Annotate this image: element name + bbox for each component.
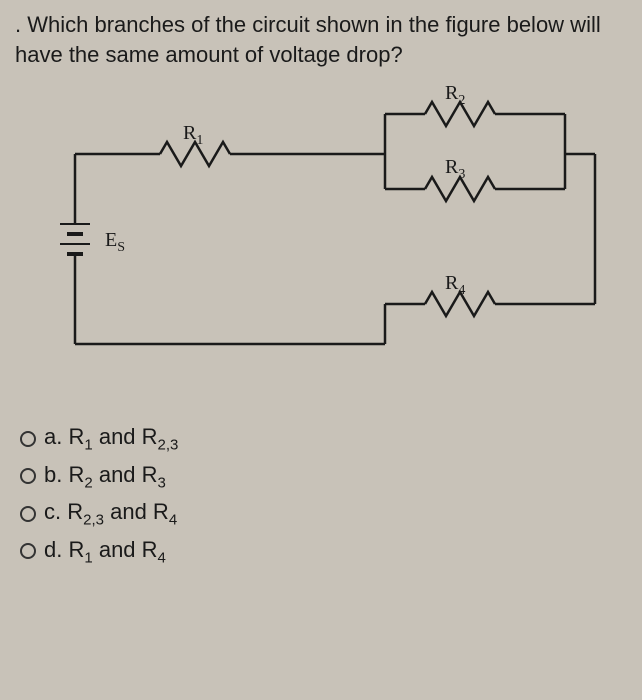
radio-icon	[20, 431, 36, 447]
option-b-prefix: b.	[44, 462, 62, 487]
option-c-prefix: c.	[44, 499, 61, 524]
option-b-text: R2 and R3	[68, 462, 165, 487]
question-body: Which branches of the circuit shown in t…	[15, 12, 601, 67]
option-c[interactable]: c. R2,3 and R4	[20, 499, 627, 528]
question-prefix: .	[15, 12, 27, 37]
option-a[interactable]: a. R1 and R2,3	[20, 424, 627, 453]
radio-icon	[20, 468, 36, 484]
option-c-text: R2,3 and R4	[67, 499, 177, 524]
radio-icon	[20, 543, 36, 559]
option-b[interactable]: b. R2 and R3	[20, 462, 627, 491]
label-r4: R4	[445, 272, 465, 299]
label-es: ES	[105, 229, 125, 256]
label-r2: R2	[445, 82, 465, 109]
radio-icon	[20, 506, 36, 522]
option-d[interactable]: d. R1 and R4	[20, 537, 627, 566]
label-r3: R3	[445, 156, 465, 183]
circuit-svg	[45, 94, 625, 374]
options-group: a. R1 and R2,3 b. R2 and R3 c. R2,3 and …	[15, 424, 627, 566]
circuit-diagram: R1 R2 R3 R4 ES	[45, 94, 625, 374]
option-d-text: R1 and R4	[68, 537, 165, 562]
option-a-text: R1 and R2,3	[68, 424, 178, 449]
option-d-prefix: d.	[44, 537, 62, 562]
label-r1: R1	[183, 122, 203, 149]
question-text: . Which branches of the circuit shown in…	[15, 10, 627, 69]
option-a-prefix: a.	[44, 424, 62, 449]
